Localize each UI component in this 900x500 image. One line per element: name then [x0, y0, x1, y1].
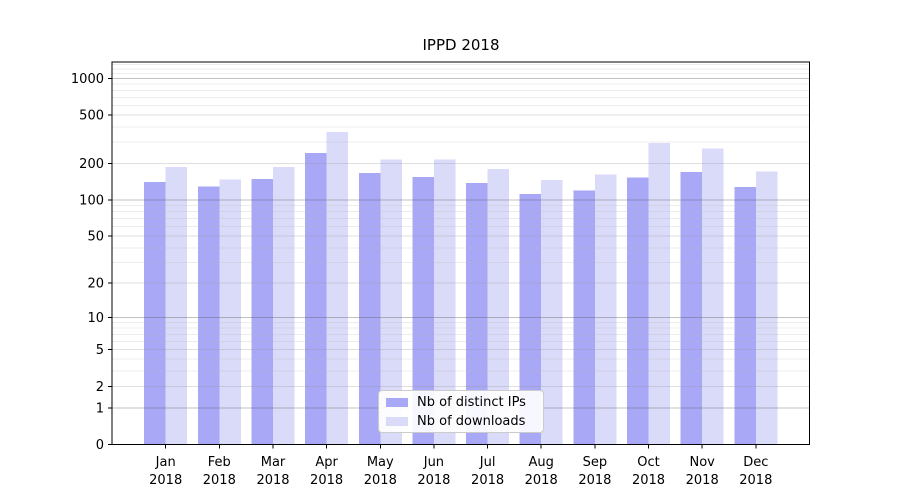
bar-apr-nb-of-downloads: [326, 132, 349, 445]
x-tick-label-apr: Apr: [315, 455, 338, 470]
x-tick-label-mar: Mar: [261, 455, 286, 470]
bar-aug-nb-of-distinct-ips: [519, 194, 542, 445]
bar-feb-nb-of-distinct-ips: [197, 186, 220, 445]
bar-dec-nb-of-distinct-ips: [734, 187, 756, 445]
legend: Nb of distinct IPs Nb of downloads: [378, 390, 544, 433]
bar-jun-nb-of-downloads: [433, 159, 456, 445]
y-tick-label-200: 200: [79, 157, 104, 172]
x-tick-label-apr-year: 2018: [310, 473, 343, 488]
x-tick-label-jun: Jun: [423, 455, 444, 470]
bar-sep-nb-of-distinct-ips: [573, 190, 595, 445]
bar-may-nb-of-distinct-ips: [358, 173, 381, 445]
x-tick-label-dec-year: 2018: [739, 473, 772, 488]
bar-jan-nb-of-downloads: [165, 166, 188, 445]
x-tick-label-mar-year: 2018: [256, 473, 289, 488]
bar-jan-nb-of-distinct-ips: [144, 181, 166, 445]
x-tick-label-sep: Sep: [583, 455, 608, 470]
bar-aug-nb-of-downloads: [541, 180, 563, 445]
y-tick-label-100: 100: [79, 194, 104, 209]
bar-oct-nb-of-distinct-ips: [627, 177, 649, 445]
legend-swatch-downloads: [386, 416, 408, 426]
x-tick-label-may-year: 2018: [364, 473, 397, 488]
legend-item-distinct-ips: Nb of distinct IPs: [386, 394, 536, 410]
bar-jul-nb-of-distinct-ips: [466, 183, 488, 445]
x-tick-label-aug: Aug: [529, 455, 554, 470]
bar-oct-nb-of-downloads: [648, 143, 670, 445]
bar-may-nb-of-downloads: [380, 159, 402, 445]
y-tick-label-500: 500: [79, 109, 104, 124]
x-tick-label-jan-year: 2018: [149, 473, 182, 488]
legend-swatch-distinct-ips: [386, 397, 408, 407]
x-tick-label-oct: Oct: [637, 455, 659, 470]
bar-nov-nb-of-downloads: [702, 148, 724, 445]
x-tick-label-may: May: [367, 455, 394, 470]
y-tick-label-2: 2: [96, 380, 104, 395]
bar-nov-nb-of-distinct-ips: [680, 172, 703, 445]
y-tick-label-5: 5: [96, 343, 104, 358]
bar-sep-nb-of-downloads: [594, 174, 617, 445]
legend-label-distinct-ips: Nb of distinct IPs: [417, 394, 526, 410]
x-tick-label-feb: Feb: [208, 455, 231, 470]
chart-title: IPPD 2018: [422, 36, 500, 54]
bar-jul-nb-of-downloads: [487, 169, 510, 445]
x-tick-label-sep-year: 2018: [578, 473, 611, 488]
x-tick-label-jan: Jan: [155, 455, 176, 470]
bar-feb-nb-of-downloads: [219, 179, 241, 445]
x-tick-label-jun-year: 2018: [417, 473, 450, 488]
bar-apr-nb-of-distinct-ips: [305, 153, 327, 445]
x-tick-label-jul-year: 2018: [471, 473, 504, 488]
x-tick-label-aug-year: 2018: [525, 473, 558, 488]
y-tick-label-0: 0: [96, 438, 104, 453]
legend-label-downloads: Nb of downloads: [417, 413, 526, 429]
bar-mar-nb-of-downloads: [273, 166, 295, 445]
bar-dec-nb-of-downloads: [755, 171, 778, 445]
x-tick-label-jul: Jul: [479, 455, 496, 470]
x-tick-label-feb-year: 2018: [203, 473, 236, 488]
legend-item-downloads: Nb of downloads: [386, 413, 536, 429]
plot-border: [111, 61, 810, 445]
bar-jun-nb-of-distinct-ips: [412, 177, 434, 445]
y-tick-label-1000: 1000: [71, 72, 104, 87]
x-tick-label-dec: Dec: [743, 455, 768, 470]
y-tick-label-1: 1: [96, 401, 104, 416]
bar-mar-nb-of-distinct-ips: [251, 179, 273, 445]
y-tick-label-10: 10: [87, 311, 104, 326]
x-tick-label-oct-year: 2018: [632, 473, 665, 488]
y-tick-label-20: 20: [87, 277, 104, 292]
x-tick-label-nov-year: 2018: [686, 473, 719, 488]
x-tick-label-nov: Nov: [690, 455, 716, 470]
y-tick-label-50: 50: [87, 230, 104, 245]
